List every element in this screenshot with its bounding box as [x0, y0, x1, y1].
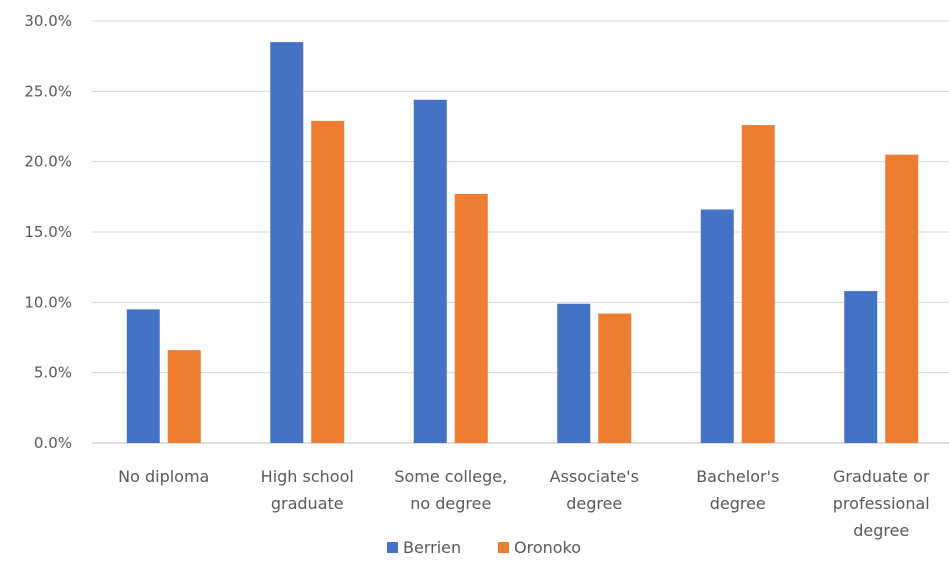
- x-category-label-line: degree: [566, 494, 622, 513]
- y-tick-label: 10.0%: [24, 293, 72, 311]
- x-axis-category-labels: No diploma High school graduate Some colleg…: [118, 467, 930, 540]
- gridlines: [92, 20, 949, 444]
- x-category-label-line: High school: [261, 467, 354, 486]
- x-category-label: Some college, no degree: [394, 467, 507, 513]
- y-tick-label: 5.0%: [34, 364, 72, 382]
- x-category-label-line: graduate: [271, 494, 344, 513]
- x-category-label-line: professional: [833, 494, 930, 513]
- x-category-label: Graduate or professional degree: [833, 467, 930, 540]
- x-category-label-line: Some college,: [394, 467, 507, 486]
- y-tick-label: 30.0%: [24, 12, 72, 30]
- legend-swatch-oronoko: [498, 542, 509, 553]
- bar-berrien-4: [700, 209, 734, 443]
- legend: Berrien Oronoko: [387, 538, 581, 557]
- bar-berrien-2: [413, 99, 447, 444]
- bar-berrien-5: [844, 291, 878, 443]
- x-category-label-line: Graduate or: [833, 467, 930, 486]
- bar-oronoko-5: [885, 154, 919, 443]
- y-tick-label: 15.0%: [24, 223, 72, 241]
- x-category-label-line: degree: [853, 521, 909, 540]
- x-category-label: Associate's degree: [550, 467, 639, 513]
- bar-oronoko-0: [167, 350, 201, 443]
- x-category-label-line: No diploma: [118, 467, 209, 486]
- legend-swatch-berrien: [387, 542, 398, 553]
- y-tick-label: 0.0%: [34, 434, 72, 452]
- x-category-label-line: Bachelor's: [696, 467, 779, 486]
- legend-label-oronoko: Oronoko: [514, 538, 581, 557]
- bar-oronoko-1: [311, 120, 345, 443]
- x-category-label-line: no degree: [410, 494, 491, 513]
- bar-oronoko-3: [598, 313, 632, 443]
- x-category-label-line: degree: [710, 494, 766, 513]
- y-axis-ticks: 0.0% 5.0% 10.0% 15.0% 20.0% 25.0% 30.0%: [24, 12, 72, 452]
- y-tick-label: 25.0%: [24, 82, 72, 100]
- bar-berrien-0: [126, 309, 160, 443]
- x-category-label: High school graduate: [261, 467, 354, 513]
- bar-berrien-1: [270, 42, 304, 443]
- bars: [126, 42, 919, 444]
- bar-oronoko-2: [454, 194, 488, 443]
- x-category-label-line: Associate's: [550, 467, 639, 486]
- bar-berrien-3: [557, 303, 591, 443]
- x-category-label: No diploma: [118, 467, 209, 486]
- legend-label-berrien: Berrien: [403, 538, 461, 557]
- y-tick-label: 20.0%: [24, 153, 72, 171]
- x-category-label: Bachelor's degree: [696, 467, 779, 513]
- bar-oronoko-4: [741, 125, 775, 444]
